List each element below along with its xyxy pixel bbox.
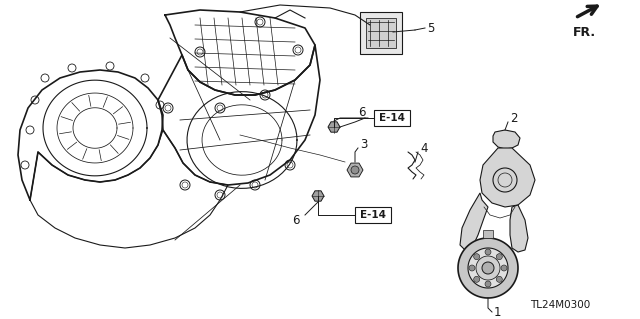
Circle shape (469, 265, 475, 271)
Polygon shape (366, 18, 396, 48)
Text: 4: 4 (420, 142, 428, 154)
Text: 5: 5 (427, 21, 435, 34)
Text: E-14: E-14 (360, 210, 386, 220)
Polygon shape (360, 12, 402, 54)
Polygon shape (483, 230, 493, 238)
Text: 6: 6 (292, 213, 300, 226)
Circle shape (501, 265, 507, 271)
Text: TL24M0300: TL24M0300 (530, 300, 590, 310)
Polygon shape (458, 238, 518, 298)
Text: 6: 6 (358, 106, 365, 118)
Circle shape (351, 166, 359, 174)
Polygon shape (493, 130, 520, 149)
Circle shape (482, 262, 494, 274)
Circle shape (474, 276, 480, 282)
Circle shape (474, 254, 480, 260)
Text: 3: 3 (360, 138, 367, 152)
Text: 2: 2 (510, 112, 518, 124)
Text: FR.: FR. (573, 26, 596, 39)
Text: E-14: E-14 (379, 113, 405, 123)
Circle shape (485, 281, 491, 287)
Polygon shape (480, 148, 535, 207)
Circle shape (485, 249, 491, 255)
Polygon shape (347, 163, 363, 177)
Polygon shape (460, 193, 488, 250)
Text: 1: 1 (494, 307, 502, 319)
Polygon shape (476, 256, 500, 280)
Circle shape (496, 276, 502, 282)
Circle shape (496, 254, 502, 260)
Polygon shape (328, 122, 340, 132)
Polygon shape (312, 191, 324, 201)
Polygon shape (468, 248, 508, 288)
Polygon shape (510, 205, 528, 252)
